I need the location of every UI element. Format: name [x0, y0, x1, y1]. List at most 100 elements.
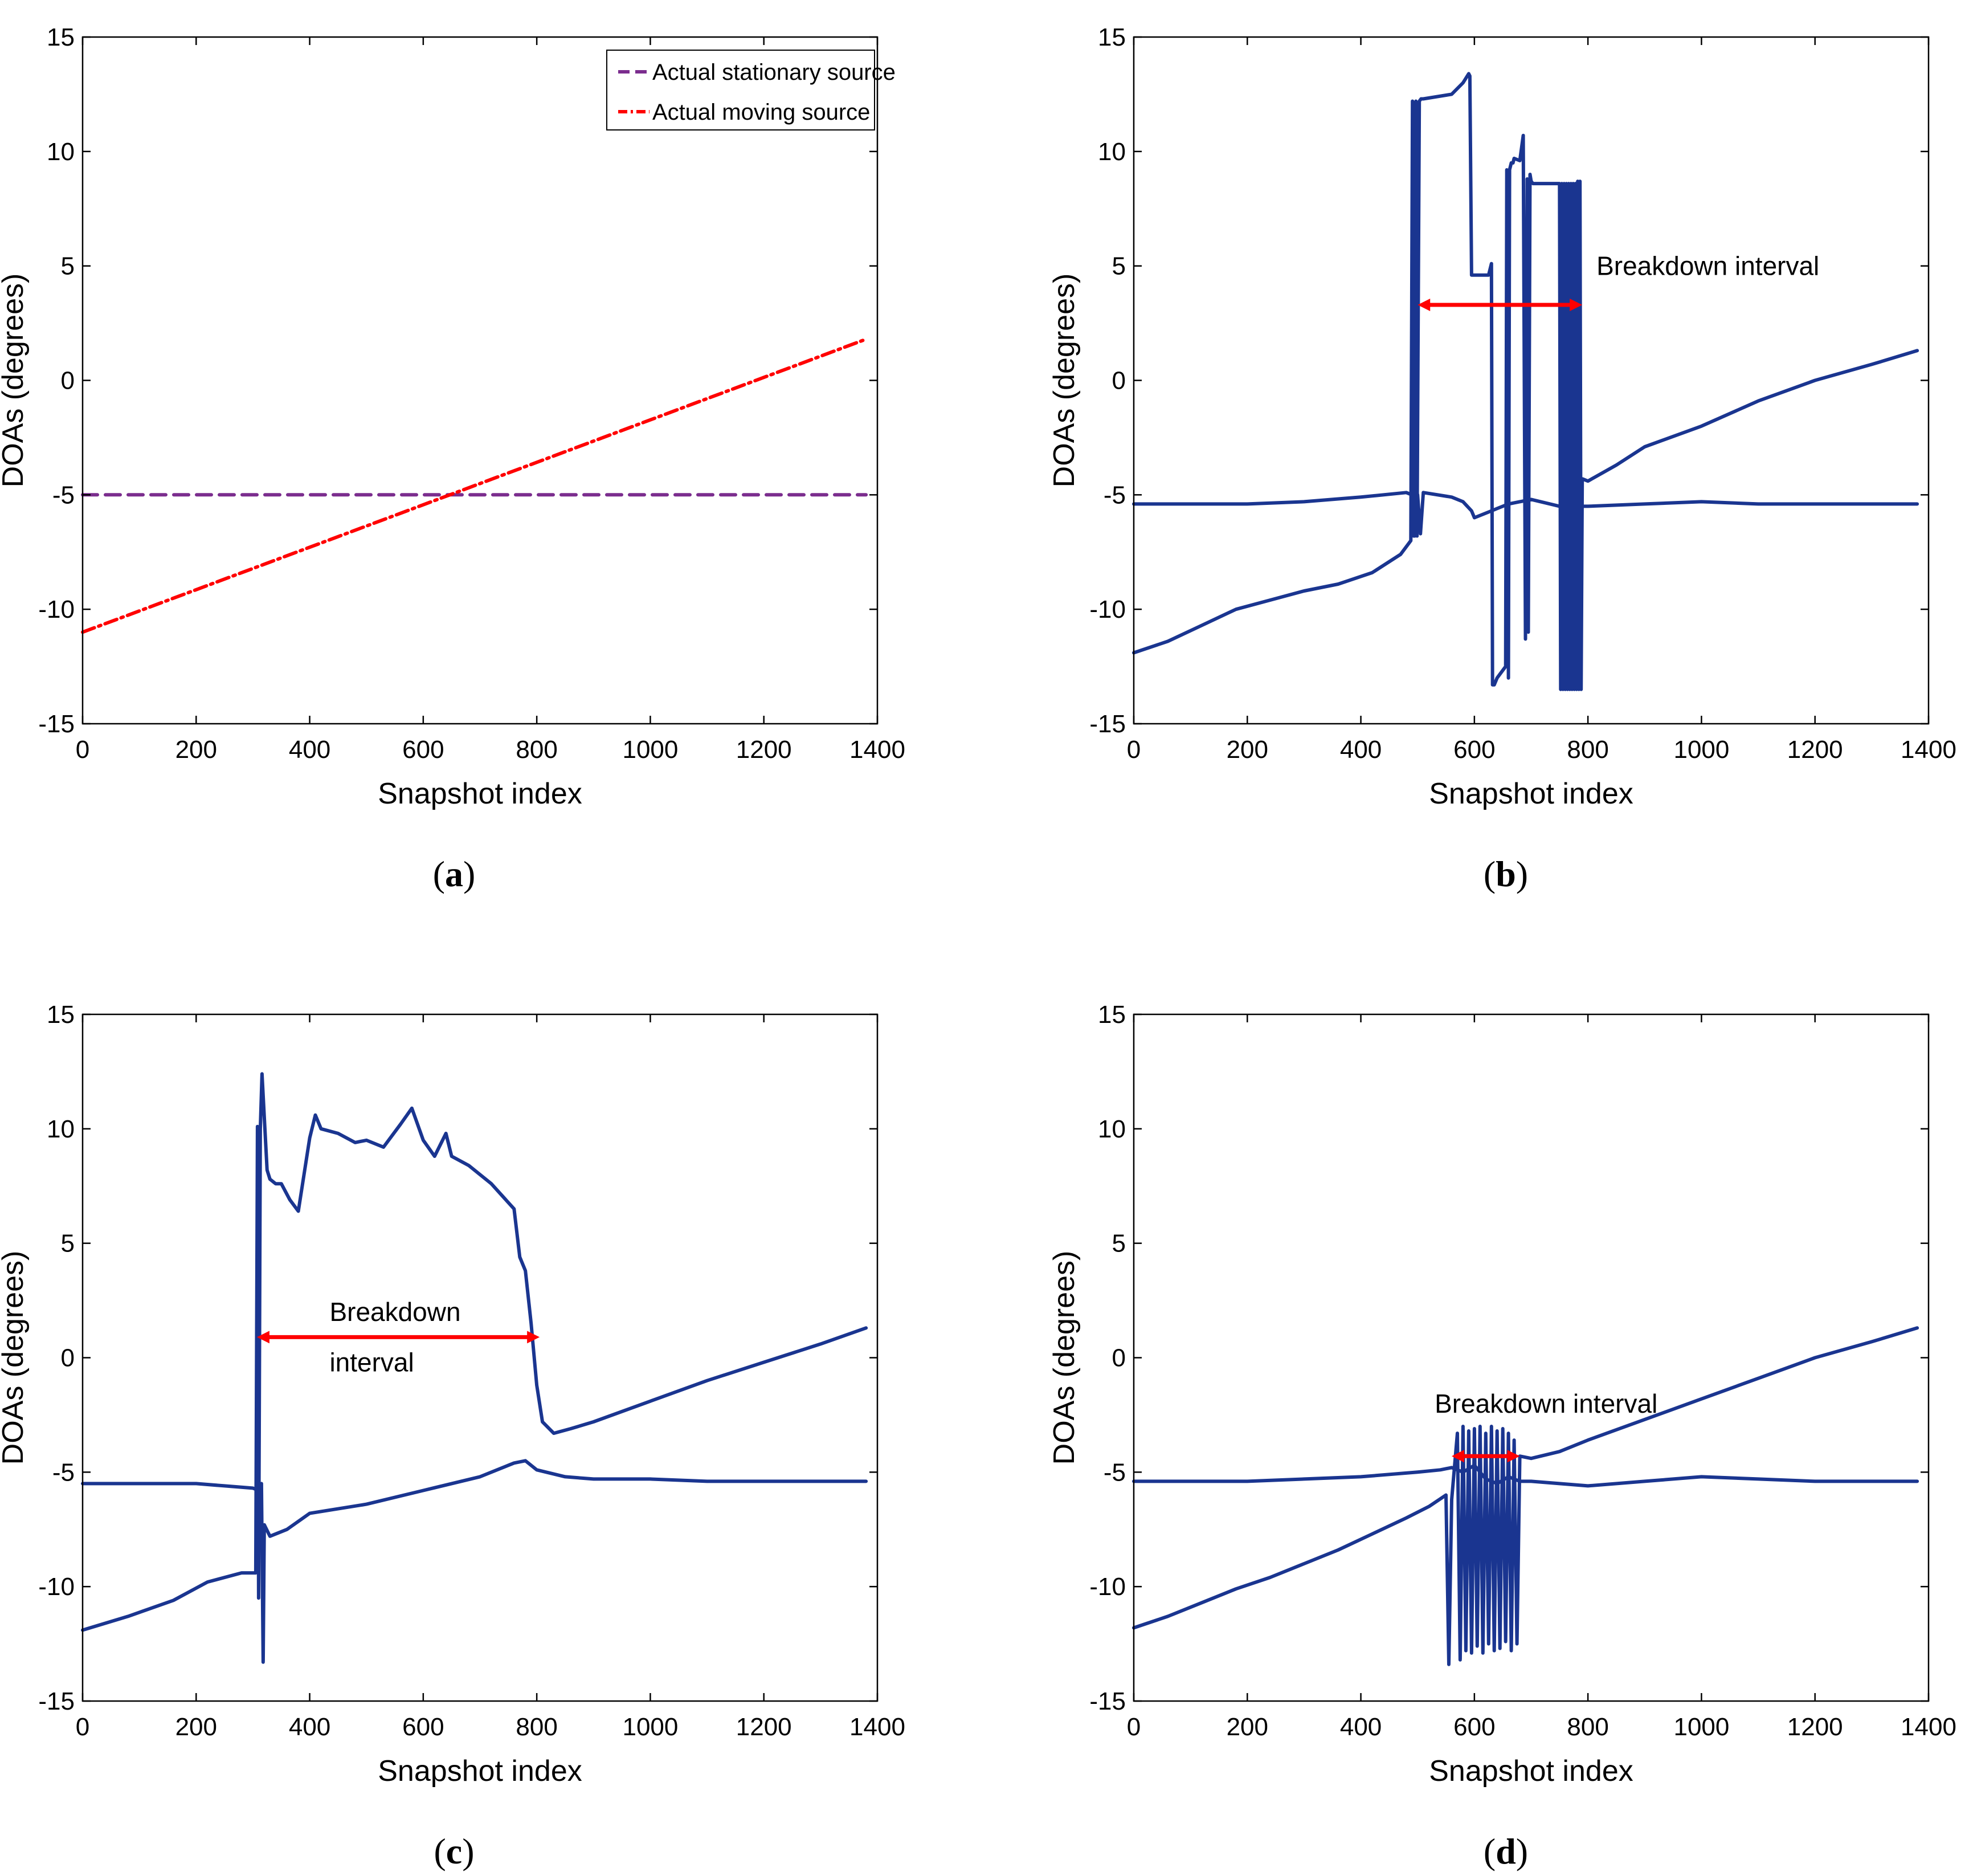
panel-a: 0 200 400 600 800 1000 1200 1400 -15 -10 -5 0 5 10 15 S… [0, 23, 905, 894]
x-tick-label: 400 [289, 736, 330, 764]
legend-box [606, 50, 875, 130]
y-tick-label: -10 [38, 596, 75, 623]
x-tick-label: 0 [76, 1713, 89, 1741]
series-line-2 [81, 1072, 868, 1632]
x-tick-label: 400 [289, 1713, 330, 1741]
y-tick-label: 10 [47, 1115, 75, 1143]
plot-area [1134, 37, 1929, 724]
y-tick-label: 5 [1112, 1230, 1126, 1258]
x-tick-label: 400 [1340, 736, 1382, 764]
y-tick-label: 5 [1112, 252, 1126, 280]
annotation-text-line2: interval [329, 1348, 414, 1377]
annotation-text: Breakdown interval [1596, 251, 1819, 281]
x-tick-label: 800 [1567, 1713, 1608, 1741]
x-tick-label: 600 [402, 736, 444, 764]
y-tick-label: 5 [61, 252, 75, 280]
x-tick-label: 1000 [1673, 1713, 1729, 1741]
plot-area [83, 37, 877, 724]
x-tick-label: 1000 [622, 736, 678, 764]
x-tick-label: 1000 [1673, 736, 1729, 764]
x-tick-label: 1400 [1901, 736, 1956, 764]
annotation-text: Breakdown [329, 1297, 460, 1327]
x-tick-label: 600 [1453, 1713, 1495, 1741]
y-tick-label: 10 [47, 138, 75, 166]
y-tick-label: -5 [52, 1458, 75, 1486]
breakdown-annotation: Breakdown interval [1435, 1389, 1657, 1463]
legend: Actual stationary source Actual moving so… [606, 50, 896, 130]
y-tick-label: -10 [1089, 1573, 1126, 1601]
series-line-2 [1132, 72, 1919, 691]
x-axis-label: Snapshot index [378, 777, 582, 810]
panel-label: (b) [1484, 854, 1528, 894]
y-tick-label: 0 [1112, 367, 1126, 395]
panel-letter: b [1496, 854, 1516, 894]
x-axis-label: Snapshot index [1429, 777, 1633, 810]
y-tick-label: -15 [38, 710, 75, 738]
series-line-2 [1132, 1326, 1919, 1666]
panel-label: (c) [434, 1831, 474, 1871]
y-axis-label: DOAs (degrees) [0, 274, 30, 488]
y-tick-label: 0 [61, 1344, 75, 1372]
panel-label: (a) [433, 854, 476, 894]
x-tick-label: 200 [1227, 1713, 1268, 1741]
x-tick-label: 1200 [1787, 736, 1843, 764]
panel-b: 0 200 400 600 800 1000 1200 1400 -15 -10 -5 0 5 10 15 S… [1048, 23, 1956, 894]
arrow-head-right [1570, 298, 1583, 311]
x-tick-label: 600 [402, 1713, 444, 1741]
y-tick-label: 5 [61, 1230, 75, 1258]
y-tick-label: 15 [1098, 23, 1126, 51]
y-tick-label: -10 [38, 1573, 75, 1601]
arrow-head-left [1417, 298, 1431, 311]
panel-letter: c [446, 1831, 462, 1871]
arrow-head-left [1452, 1450, 1464, 1463]
x-tick-label: 0 [1127, 1713, 1141, 1741]
x-tick-label: 1400 [849, 736, 905, 764]
x-tick-label: 0 [76, 736, 89, 764]
series-line-2 [81, 337, 868, 634]
x-tick-label: 1400 [849, 1713, 905, 1741]
y-tick-label: -5 [1104, 481, 1126, 509]
y-tick-label: 10 [1098, 138, 1126, 166]
x-tick-label: 1000 [622, 1713, 678, 1741]
panel-letter: d [1496, 1831, 1516, 1871]
y-tick-label: 0 [1112, 1344, 1126, 1372]
y-tick-label: -5 [52, 481, 75, 509]
x-tick-label: 200 [1227, 736, 1268, 764]
x-tick-label: 800 [516, 736, 557, 764]
breakdown-annotation: Breakdown interval [1417, 251, 1819, 311]
x-tick-label: 800 [1567, 736, 1608, 764]
x-tick-label: 1200 [736, 1713, 792, 1741]
y-axis-label: DOAs (degrees) [1048, 1251, 1081, 1465]
x-tick-label: 1200 [1787, 1713, 1843, 1741]
x-tick-label: 600 [1453, 736, 1495, 764]
x-tick-label: 400 [1340, 1713, 1382, 1741]
arrow-head-right [527, 1331, 540, 1344]
y-tick-label: -15 [38, 1687, 75, 1715]
panel-label: (d) [1484, 1831, 1528, 1871]
breakdown-annotation: Breakdown interval [256, 1297, 540, 1377]
x-tick-label: 0 [1127, 736, 1141, 764]
panel-letter: a [445, 854, 463, 894]
arrow-head-left [256, 1331, 269, 1344]
y-tick-label: 0 [61, 367, 75, 395]
panel-d: 0 200 400 600 800 1000 1200 1400 -15 -10 -5 0 5 10 15 S… [1048, 1001, 1956, 1871]
legend-entry: Actual stationary source [652, 60, 896, 85]
y-axis-label: DOAs (degrees) [0, 1251, 30, 1465]
y-axis-label: DOAs (degrees) [1048, 274, 1081, 488]
y-tick-label: 15 [47, 23, 75, 51]
y-tick-label: 10 [1098, 1115, 1126, 1143]
arrow-head-right [1507, 1450, 1520, 1463]
x-axis-label: Snapshot index [1429, 1755, 1633, 1788]
x-axis-label: Snapshot index [378, 1755, 582, 1788]
series-line-1 [81, 1459, 868, 1664]
x-tick-label: 1400 [1901, 1713, 1956, 1741]
series-line-1 [1132, 491, 1919, 538]
x-tick-label: 200 [175, 1713, 217, 1741]
y-tick-label: -5 [1104, 1458, 1126, 1486]
panel-c: 0 200 400 600 800 1000 1200 1400 -15 -10 -5 0 5 10 15 S… [0, 1001, 905, 1871]
y-tick-label: 15 [1098, 1001, 1126, 1029]
legend-entry: Actual moving source [652, 100, 870, 125]
y-tick-label: -15 [1089, 710, 1126, 738]
x-tick-label: 800 [516, 1713, 557, 1741]
